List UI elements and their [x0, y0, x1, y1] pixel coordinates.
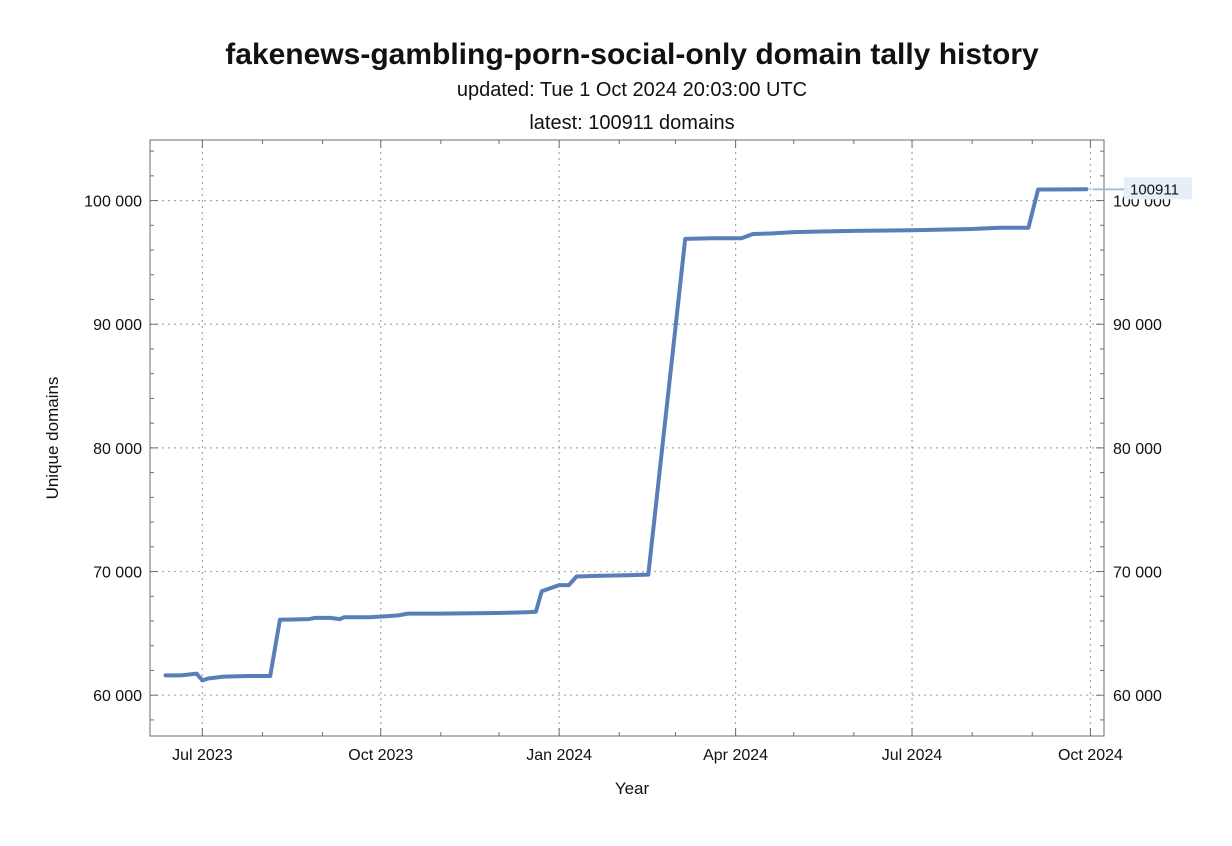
x-tick-label: Jul 2024	[882, 747, 943, 764]
callout-box	[1124, 177, 1192, 200]
x-tick-label: Oct 2023	[348, 747, 413, 764]
series-line	[163, 187, 1089, 683]
chart-subtitle-updated: updated: Tue 1 Oct 2024 20:03:00 UTC	[457, 79, 807, 101]
y-tick-label-left: 70 000	[93, 565, 142, 582]
chart-subtitle-latest: latest: 100911 domains	[529, 112, 734, 134]
y-tick-label-right: 90 000	[1113, 317, 1162, 334]
latest-value-callout: 100911	[1092, 177, 1192, 200]
x-axis-label: Year	[615, 779, 650, 798]
chart-title: fakenews-gambling-porn-social-only domai…	[225, 38, 1039, 71]
y-tick-label-left: 90 000	[93, 317, 142, 334]
tick-labels: Jul 2023 Oct 2023 Jan 2024 Apr 2024 Jul 2024…	[84, 194, 1171, 764]
y-tick-label-right: 80 000	[1113, 441, 1162, 458]
y-axis-label: Unique domains	[43, 377, 62, 500]
series-layer	[163, 187, 1089, 683]
plot-frame	[149, 139, 1105, 737]
y-tick-label-right: 60 000	[1113, 688, 1162, 705]
callout-value: 100911	[1130, 181, 1179, 198]
x-tick-label: Jan 2024	[526, 747, 592, 764]
x-tick-label: Apr 2024	[703, 747, 768, 764]
x-tick-label: Jul 2023	[172, 747, 233, 764]
y-tick-label-left: 60 000	[93, 688, 142, 705]
x-tick-label: Oct 2024	[1058, 747, 1123, 764]
y-tick-label-right: 70 000	[1113, 565, 1162, 582]
axis-ticks	[150, 140, 1104, 736]
y-tick-label-left: 80 000	[93, 441, 142, 458]
y-tick-label-left: 100 000	[84, 194, 142, 211]
